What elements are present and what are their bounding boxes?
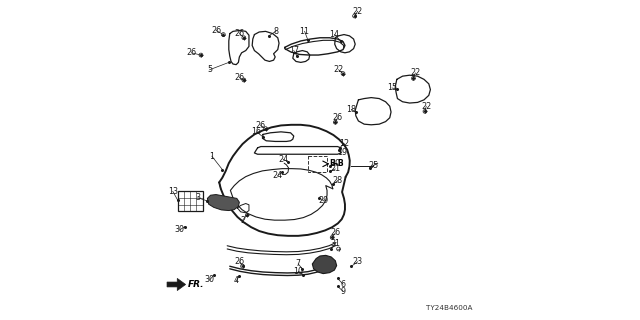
Text: 12: 12: [339, 139, 349, 148]
Text: FR.: FR.: [188, 280, 205, 289]
Text: 19: 19: [337, 148, 347, 157]
Text: 26: 26: [256, 121, 266, 130]
Text: 24: 24: [278, 155, 288, 164]
Text: 31: 31: [330, 239, 340, 248]
Text: 1: 1: [209, 152, 214, 161]
Text: 24: 24: [273, 171, 283, 180]
Text: 16: 16: [252, 127, 262, 136]
Text: 4: 4: [234, 276, 239, 285]
Text: 22: 22: [353, 7, 363, 16]
Text: 26: 26: [211, 26, 221, 35]
Text: 8: 8: [273, 27, 278, 36]
Text: 30: 30: [205, 276, 214, 284]
Text: 26: 26: [234, 73, 244, 82]
Text: 14: 14: [330, 30, 339, 39]
Text: 25: 25: [369, 161, 379, 170]
Text: 28: 28: [333, 176, 342, 185]
Text: 2: 2: [240, 216, 245, 225]
Bar: [178, 191, 202, 211]
Text: 22: 22: [410, 68, 420, 77]
Text: 22: 22: [333, 65, 344, 74]
Text: 22: 22: [421, 102, 431, 111]
Text: 30: 30: [175, 225, 185, 234]
Text: 26: 26: [333, 113, 342, 122]
Bar: [308, 156, 327, 172]
Text: 17: 17: [289, 46, 299, 55]
Text: 26: 26: [234, 29, 244, 38]
Text: 26: 26: [186, 48, 196, 57]
Text: 10: 10: [293, 267, 303, 276]
Text: 9: 9: [340, 287, 346, 296]
Text: 23: 23: [353, 257, 363, 266]
Text: 20: 20: [330, 159, 340, 168]
Text: 29: 29: [319, 196, 329, 205]
Text: 6: 6: [340, 280, 346, 289]
Text: 18: 18: [346, 105, 356, 114]
Text: 15: 15: [387, 84, 397, 92]
Text: 26: 26: [330, 228, 340, 237]
Text: B-B: B-B: [330, 159, 344, 168]
Polygon shape: [207, 195, 239, 211]
Text: 13: 13: [168, 187, 178, 196]
Text: 26: 26: [234, 257, 244, 266]
Text: 7: 7: [296, 260, 301, 268]
Text: 21: 21: [330, 164, 340, 173]
Polygon shape: [167, 278, 186, 291]
Text: 5: 5: [207, 65, 212, 74]
Text: 11: 11: [300, 27, 310, 36]
Polygon shape: [312, 255, 337, 274]
Text: TY24B4600A: TY24B4600A: [426, 305, 472, 311]
Text: 3: 3: [195, 193, 200, 202]
